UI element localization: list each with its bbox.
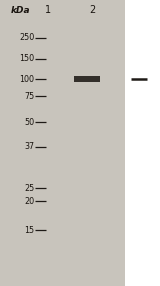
Text: 20: 20: [24, 196, 34, 206]
Text: 250: 250: [19, 33, 34, 42]
Text: 75: 75: [24, 92, 34, 101]
Text: 15: 15: [24, 226, 34, 235]
Text: 1: 1: [45, 5, 51, 15]
Text: 37: 37: [24, 142, 34, 151]
Bar: [74, 76, 100, 82]
Text: kDa: kDa: [11, 5, 31, 15]
Text: 25: 25: [24, 184, 34, 193]
Text: 150: 150: [19, 54, 34, 63]
Text: 100: 100: [19, 75, 34, 84]
Text: 2: 2: [90, 5, 96, 15]
Text: 50: 50: [24, 118, 34, 127]
Bar: [0, 0, 125, 286]
